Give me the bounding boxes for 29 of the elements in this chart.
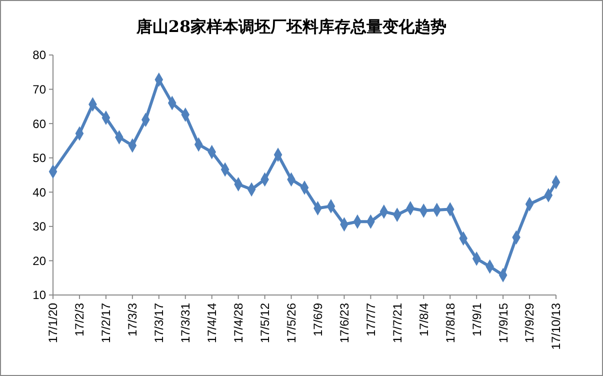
y-tick-label: 40 xyxy=(32,185,46,200)
x-tick-label: 17/9/15 xyxy=(496,302,510,344)
x-tick-label: 17/6/23 xyxy=(337,302,352,344)
x-tick-label: 17/8/4 xyxy=(416,302,431,336)
x-tick-label: 17/7/7 xyxy=(364,302,378,336)
x-tick-label: 17/5/12 xyxy=(258,302,272,344)
x-tick-label: 17/3/31 xyxy=(178,302,193,344)
x-tick-label: 17/9/29 xyxy=(522,302,537,344)
x-tick-label: 17/2/17 xyxy=(99,302,114,344)
x-tick-label: 17/10/13 xyxy=(549,302,564,350)
y-tick-label: 20 xyxy=(32,254,46,268)
x-tick-label: 17/4/28 xyxy=(232,302,246,344)
x-tick-label: 17/3/17 xyxy=(152,302,166,344)
x-tick-label: 17/1/20 xyxy=(46,302,60,344)
x-tick-label: 17/9/1 xyxy=(470,302,484,336)
y-tick-label: 10 xyxy=(32,288,46,302)
y-tick-label: 50 xyxy=(32,151,46,166)
x-tick-label: 17/3/3 xyxy=(126,302,140,336)
y-tick-label: 30 xyxy=(32,220,46,234)
y-tick-label: 80 xyxy=(32,48,46,62)
x-tick-label: 17/7/21 xyxy=(390,302,404,344)
chart-title: 唐山28家样本调坯厂坯料库存总量变化趋势 xyxy=(135,17,447,36)
x-tick-label: 17/8/18 xyxy=(443,302,458,344)
x-tick-label: 17/4/14 xyxy=(205,302,220,344)
y-tick-label: 60 xyxy=(32,116,46,131)
x-tick-label: 17/6/9 xyxy=(310,302,325,336)
x-tick-label: 17/5/26 xyxy=(284,302,298,344)
y-tick-label: 70 xyxy=(32,82,46,96)
x-tick-label: 17/2/3 xyxy=(72,302,87,336)
